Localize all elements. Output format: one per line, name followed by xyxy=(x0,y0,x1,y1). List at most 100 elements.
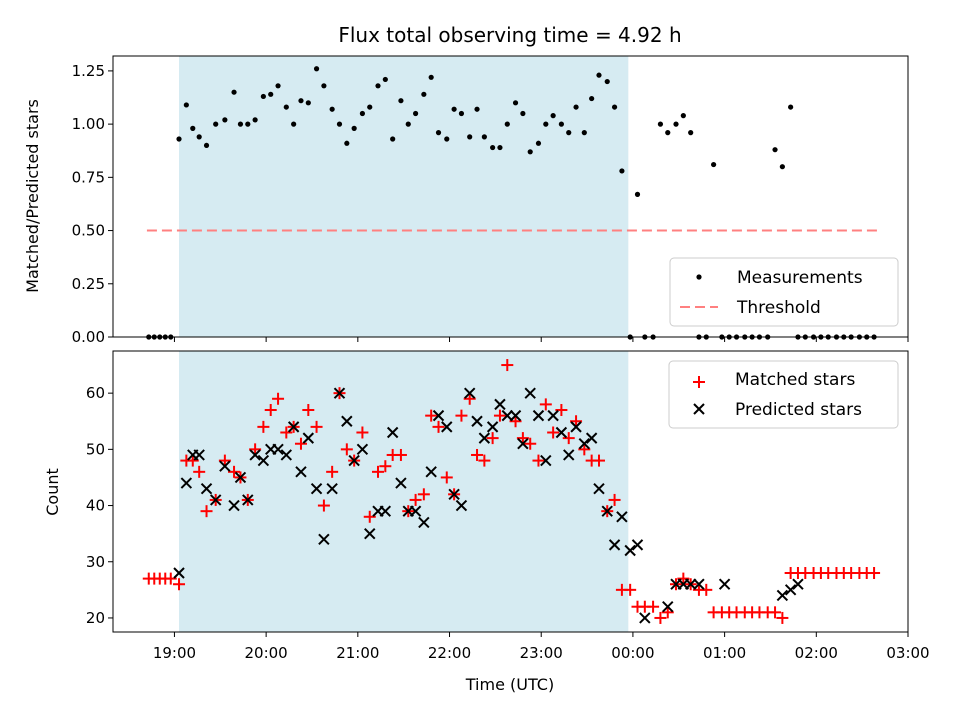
measurement-point xyxy=(558,121,564,127)
measurement-point xyxy=(657,121,664,127)
measurement-point xyxy=(619,168,625,174)
matched-star-point xyxy=(570,415,583,428)
measurement-point xyxy=(313,66,320,72)
predicted-star-point xyxy=(326,482,338,495)
measurement-point xyxy=(573,104,579,110)
bottom-x-ticks: 19:00 20:00 21:00 22:00 23:00 00:00 01:00 02:00… xyxy=(153,632,930,662)
matched-star-point xyxy=(310,420,323,433)
bottom-x-tick-label: 03:00 xyxy=(886,644,929,662)
matched-star-point xyxy=(516,432,529,445)
measurement-point xyxy=(329,106,335,112)
measurement-point xyxy=(673,121,679,127)
predicted-star-point xyxy=(792,578,804,590)
predicted-star-point xyxy=(257,454,270,467)
matched-star-point xyxy=(417,488,430,501)
measurement-point xyxy=(237,121,244,127)
top-y-tick-label: 1.00 xyxy=(72,115,105,133)
predicted-star-point xyxy=(624,544,636,557)
matched-star-point xyxy=(654,611,667,624)
matched-star-point xyxy=(471,448,484,461)
measurement-point xyxy=(291,121,297,127)
matched-star-point xyxy=(272,392,285,405)
matched-star-point xyxy=(294,437,307,450)
predicted-star-point xyxy=(776,589,789,602)
measurement-point xyxy=(474,106,480,112)
bottom-y-tick-label: 40 xyxy=(86,497,105,515)
top-y-tick-label: 0.00 xyxy=(72,328,105,346)
measurement-point xyxy=(444,136,450,142)
measurement-point xyxy=(634,191,641,197)
matched-star-point xyxy=(501,359,514,372)
matched-star-point xyxy=(677,572,690,585)
measurement-point xyxy=(412,110,419,117)
measurement-point xyxy=(375,83,381,89)
predicted-star-point xyxy=(684,578,697,590)
legend-threshold-label: Threshold xyxy=(736,298,821,318)
measurement-point xyxy=(367,104,373,110)
measurement-point xyxy=(231,89,237,95)
measurement-point xyxy=(504,121,510,127)
matched-star-point xyxy=(409,493,422,506)
measurement-point xyxy=(398,98,404,104)
legend-predicted-marker xyxy=(693,403,705,415)
matched-star-point xyxy=(455,409,468,422)
predicted-star-point xyxy=(471,415,483,427)
predicted-star-point xyxy=(173,567,185,579)
measurement-point xyxy=(275,83,281,89)
top-y-ticks: 0.00 0.25 0.50 0.75 1.00 1.25 xyxy=(72,62,113,346)
predicted-star-point xyxy=(242,494,254,506)
predicted-star-point xyxy=(509,409,522,422)
matched-star-point xyxy=(193,465,206,478)
predicted-star-point xyxy=(501,409,513,422)
bottom-panel: 20 30 40 50 60 19:00 20:00 21:00 22:00 23:00 00:0… xyxy=(43,350,930,694)
matched-star-point xyxy=(463,392,476,405)
matched-star-point xyxy=(661,606,674,619)
predicted-stars-points xyxy=(173,387,804,624)
bottom-legend: Matched stars Predicted stars xyxy=(668,360,899,429)
measurement-point xyxy=(176,136,182,142)
top-y-tick-label: 0.25 xyxy=(72,275,105,293)
bottom-y-tick-label: 20 xyxy=(86,609,105,627)
predicted-star-point xyxy=(486,421,499,433)
top-y-axis-label: Matched/Predicted stars xyxy=(23,99,42,293)
measurement-point xyxy=(344,140,350,146)
measurement-point xyxy=(458,110,465,117)
measurement-point xyxy=(779,164,785,170)
predicted-star-point xyxy=(295,466,307,478)
legend-matched-marker xyxy=(693,376,705,388)
measurement-point xyxy=(283,104,289,110)
matched-star-point xyxy=(249,443,262,456)
predicted-star-point xyxy=(639,612,651,624)
predicted-star-point xyxy=(478,432,491,444)
bottom-x-tick-label: 22:00 xyxy=(428,644,471,662)
predicted-star-point xyxy=(356,443,369,456)
measurement-point xyxy=(604,78,610,85)
predicted-star-point xyxy=(287,421,300,433)
bottom-x-tick-label: 20:00 xyxy=(245,644,288,662)
measurement-point xyxy=(382,76,388,83)
x-axis-label: Time (UTC) xyxy=(465,675,554,694)
predicted-star-point xyxy=(228,499,240,512)
predicted-star-point xyxy=(280,449,293,461)
matched-star-point xyxy=(700,583,713,596)
measurement-point xyxy=(222,117,228,123)
bottom-y-tick-label: 60 xyxy=(86,384,105,402)
predicted-star-point xyxy=(272,443,284,456)
measurement-point xyxy=(451,106,457,112)
measurement-point xyxy=(421,91,427,97)
predicted-star-point xyxy=(219,460,231,472)
measurement-point xyxy=(305,100,311,106)
predicted-star-point xyxy=(409,505,422,517)
matched-star-point xyxy=(493,409,506,422)
predicted-star-point xyxy=(249,449,261,461)
predicted-star-point xyxy=(395,477,407,489)
predicted-star-point xyxy=(593,482,605,495)
measurement-point xyxy=(680,113,686,119)
matched-star-point xyxy=(486,432,499,445)
bottom-x-tick-label: 19:00 xyxy=(153,644,196,662)
matched-star-point xyxy=(432,420,445,433)
predicted-star-point xyxy=(524,387,536,399)
measurement-point xyxy=(788,104,794,110)
bottom-x-tick-label: 00:00 xyxy=(611,644,654,662)
predicted-star-point xyxy=(448,488,460,501)
